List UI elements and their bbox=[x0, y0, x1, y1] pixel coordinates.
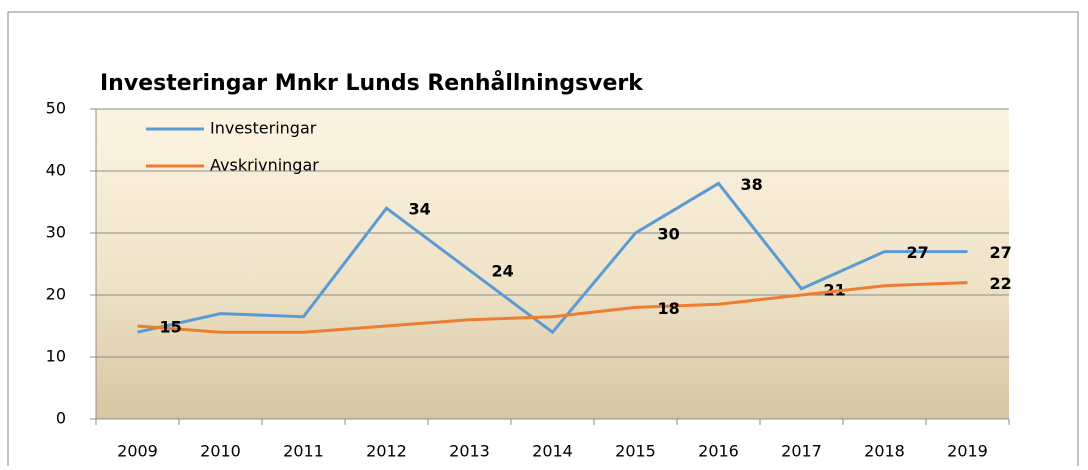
y-tick-label: 20 bbox=[46, 285, 66, 304]
x-tick-label: 2019 bbox=[947, 442, 988, 461]
x-tick-label: 2012 bbox=[366, 442, 407, 461]
x-tick-label: 2016 bbox=[698, 442, 739, 461]
data-label: 15 bbox=[160, 318, 182, 337]
data-label: 22 bbox=[990, 274, 1012, 293]
y-tick-label: 50 bbox=[46, 99, 66, 118]
data-label: 27 bbox=[907, 243, 929, 262]
legend-label: Investeringar bbox=[210, 119, 317, 138]
x-tick-label: 2018 bbox=[864, 442, 905, 461]
data-label: 38 bbox=[741, 175, 763, 194]
data-label: 24 bbox=[492, 262, 514, 281]
x-tick-label: 2011 bbox=[283, 442, 324, 461]
data-label: 30 bbox=[658, 225, 680, 244]
x-tick-label: 2010 bbox=[200, 442, 241, 461]
x-tick-label: 2017 bbox=[781, 442, 822, 461]
y-tick-label: 10 bbox=[46, 347, 66, 366]
y-tick-label: 0 bbox=[56, 409, 66, 428]
data-label: 18 bbox=[658, 299, 680, 318]
legend-label: Avskrivningar bbox=[210, 156, 319, 175]
y-tick-label: 30 bbox=[46, 223, 66, 242]
series-line bbox=[137, 281, 968, 334]
x-tick-label: 2014 bbox=[532, 442, 573, 461]
y-tick-label: 40 bbox=[46, 161, 66, 180]
x-tick-label: 2009 bbox=[117, 442, 158, 461]
x-tick-label: 2015 bbox=[615, 442, 656, 461]
data-label: 34 bbox=[409, 200, 431, 219]
x-tick-label: 2013 bbox=[449, 442, 490, 461]
series-line bbox=[137, 181, 968, 335]
chart-title: Investeringar Mnkr Lunds Renhållningsver… bbox=[100, 70, 644, 96]
data-label: 27 bbox=[990, 243, 1012, 262]
